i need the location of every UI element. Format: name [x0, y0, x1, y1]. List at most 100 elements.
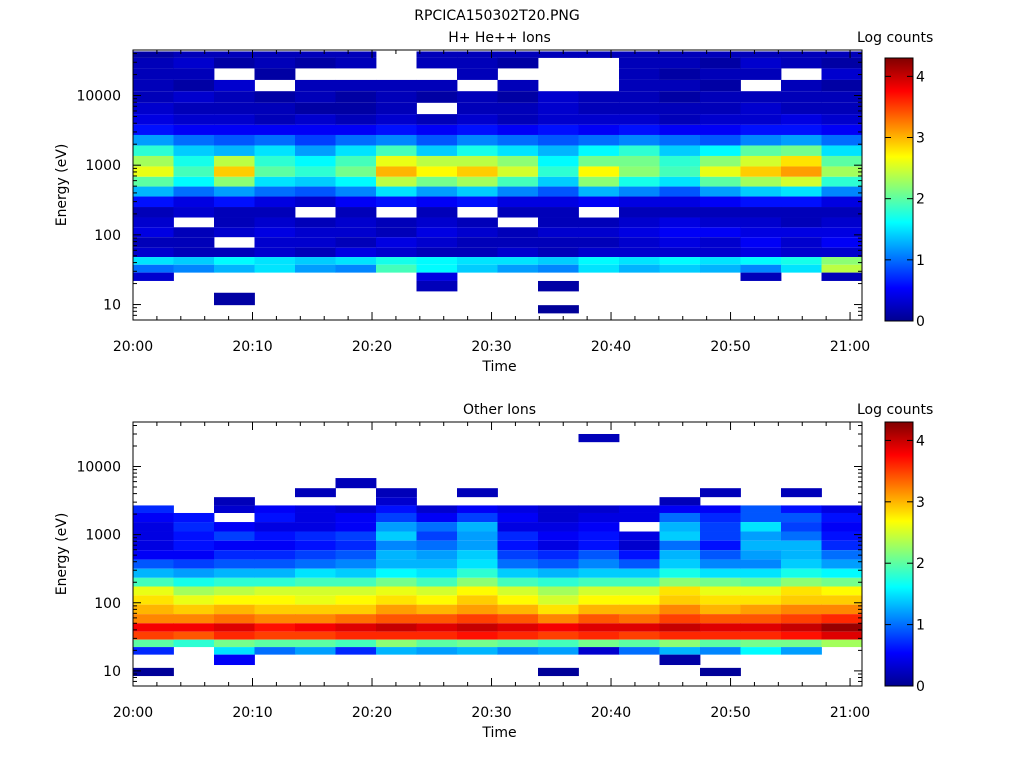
heatmap-cell: [376, 639, 417, 648]
heatmap-cell: [133, 647, 174, 655]
heatmap-cell: [295, 531, 336, 541]
heatmap-cell: [578, 550, 620, 560]
heatmap-cell: [254, 247, 296, 258]
heatmap-cell: [659, 207, 701, 218]
x-tick-label: 20:20: [352, 705, 392, 721]
heatmap-cell: [619, 114, 660, 125]
heatmap-cell: [214, 176, 255, 187]
heatmap-cell: [376, 124, 417, 135]
heatmap-cell: [659, 522, 701, 532]
heatmap-cell: [133, 124, 174, 135]
heatmap-cell: [497, 568, 539, 578]
heatmap-cell: [416, 540, 458, 551]
heatmap-cell: [416, 623, 458, 632]
y-axis-label: Energy (eV): [54, 513, 70, 596]
heatmap-cell: [133, 155, 174, 167]
heatmap-cell: [214, 614, 255, 624]
heatmap-cell: [821, 237, 863, 248]
heatmap-cell: [133, 512, 174, 523]
heatmap-cell: [659, 91, 701, 103]
heatmap-cell: [619, 91, 660, 103]
heatmap-cell: [335, 586, 377, 596]
heatmap-cell: [254, 531, 296, 541]
heatmap-cell: [214, 550, 255, 560]
x-axis-label: Time: [481, 359, 516, 375]
heatmap-cell: [659, 237, 701, 248]
heatmap-cell: [214, 505, 255, 513]
heatmap-cell: [538, 568, 579, 578]
heatmap-cell: [173, 614, 215, 624]
heatmap-cell: [335, 257, 377, 265]
heatmap-cell: [295, 145, 336, 156]
heatmap-cell: [295, 623, 336, 632]
heatmap-cell: [619, 102, 660, 115]
heatmap-cell: [376, 497, 417, 506]
heatmap-cell: [700, 155, 741, 167]
heatmap-cell: [295, 647, 336, 655]
panel-title: Other Ions: [463, 402, 536, 418]
heatmap-cell: [457, 257, 498, 265]
heatmap-cell: [538, 247, 579, 258]
heatmap-cell: [173, 51, 215, 58]
heatmap-cell: [214, 114, 255, 125]
heatmap-cell: [335, 568, 377, 578]
heatmap-cell: [497, 559, 539, 569]
heatmap-cell: [619, 623, 660, 632]
heatmap-cell: [376, 145, 417, 156]
heatmap-cell: [821, 91, 863, 103]
heatmap-cell: [497, 540, 539, 551]
heatmap-cell: [335, 91, 377, 103]
heatmap-cell: [416, 155, 458, 167]
heatmap-cell: [457, 505, 498, 513]
colorbar-tick-label: 4: [916, 69, 925, 85]
heatmap-cell: [740, 559, 782, 569]
heatmap-cell: [335, 522, 377, 532]
heatmap-cell: [133, 531, 174, 541]
heatmap-cell: [335, 478, 377, 489]
heatmap-cell: [538, 176, 579, 187]
heatmap-cell: [376, 134, 417, 146]
heatmap-cell: [578, 623, 620, 632]
heatmap-cell: [133, 667, 174, 677]
heatmap-cell: [578, 568, 620, 578]
heatmap-cell: [781, 631, 822, 640]
heatmap-cell: [781, 247, 822, 258]
heatmap-cell: [578, 176, 620, 187]
heatmap-cell: [781, 227, 822, 238]
y-tick-label: 10: [103, 664, 121, 680]
heatmap-cell: [173, 166, 215, 177]
heatmap-cell: [700, 51, 741, 58]
x-tick-label: 20:20: [352, 339, 392, 355]
heatmap-cell: [497, 114, 539, 125]
heatmap-cell: [538, 595, 579, 605]
heatmap-cell: [173, 79, 215, 92]
heatmap-cell: [700, 540, 741, 551]
heatmap-cell: [497, 79, 539, 92]
heatmap-cell: [376, 257, 417, 265]
heatmap-cell: [376, 505, 417, 513]
heatmap-cell: [740, 166, 782, 177]
heatmap-cell: [497, 647, 539, 655]
heatmap-cell: [659, 166, 701, 177]
heatmap-cell: [781, 196, 822, 208]
heatmap-cell: [619, 124, 660, 135]
x-tick-label: 21:00: [830, 339, 870, 355]
heatmap-cell: [619, 155, 660, 167]
heatmap-cell: [457, 57, 498, 69]
heatmap-cell: [133, 623, 174, 632]
heatmap-cell: [659, 568, 701, 578]
heatmap-cell: [457, 550, 498, 560]
heatmap-cell: [214, 595, 255, 605]
heatmap-cell: [781, 522, 822, 532]
plot-frame: [132, 49, 863, 321]
heatmap-cell: [133, 614, 174, 624]
heatmap-cell: [700, 196, 741, 208]
heatmap-cell: [538, 550, 579, 560]
heatmap-cell: [295, 631, 336, 640]
heatmap-cell: [578, 155, 620, 167]
heatmap-cell: [416, 114, 458, 125]
heatmap-cell: [659, 264, 701, 273]
heatmap-cell: [457, 145, 498, 156]
heatmap-cell: [700, 257, 741, 265]
heatmap-cell: [497, 145, 539, 156]
